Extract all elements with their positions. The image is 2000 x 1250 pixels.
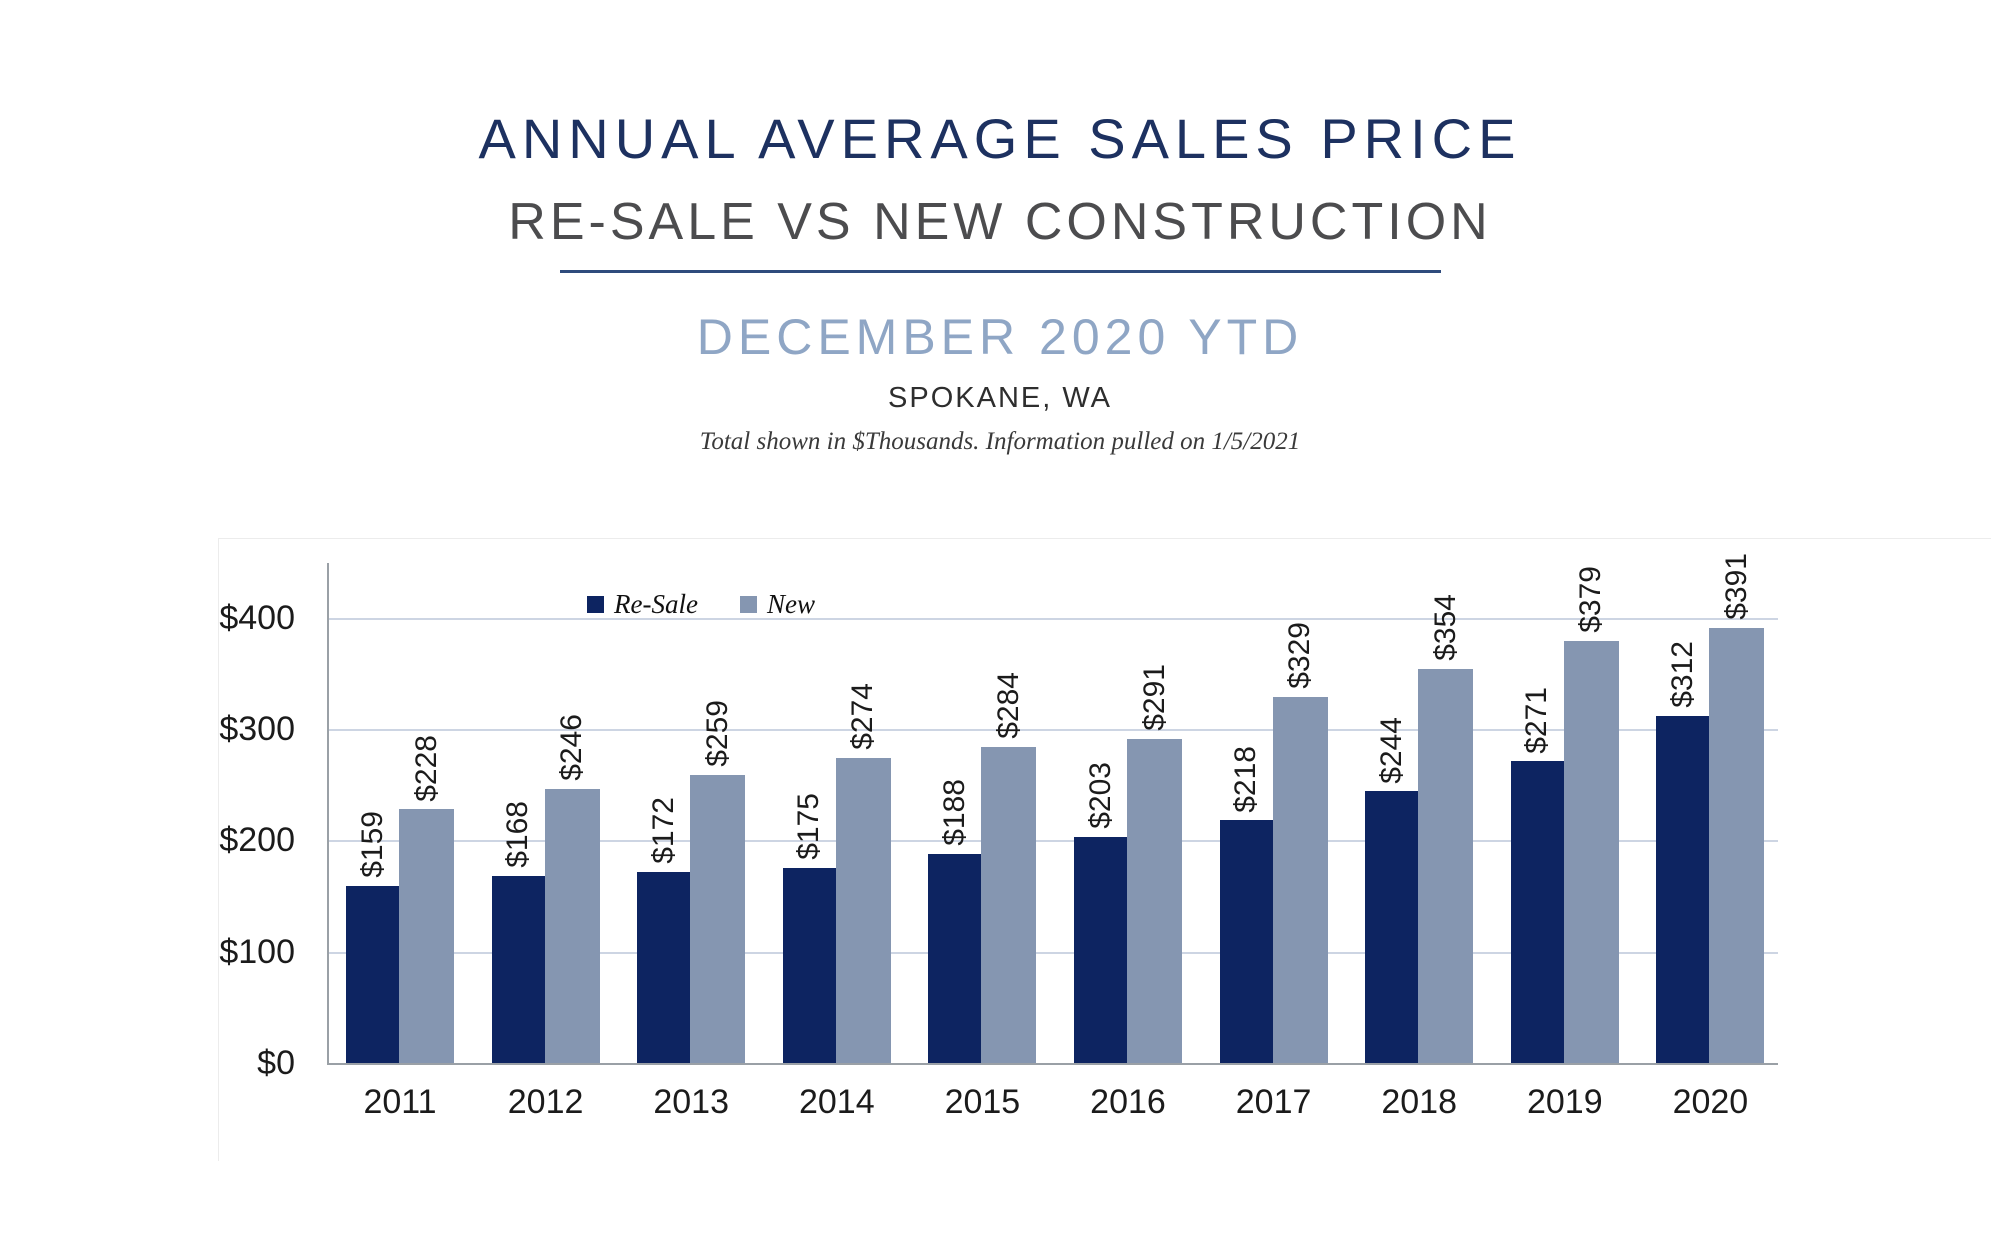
gridline-200 (329, 840, 1778, 843)
title-divider (560, 270, 1441, 273)
bar-resale-2013 (637, 871, 691, 1063)
x-axis-label-2019: 2019 (1526, 1083, 1603, 1121)
legend-swatch-new (739, 596, 757, 613)
bar-label-resale-2011: $159 (355, 811, 389, 879)
y-axis-label-400: $400 (219, 598, 295, 637)
x-axis-label-2018: 2018 (1381, 1083, 1457, 1121)
bar-label-resale-2013: $172 (646, 796, 680, 864)
bar-new-2012 (544, 789, 600, 1063)
y-axis-label-0: $0 (257, 1044, 295, 1082)
bar-resale-2018 (1365, 791, 1419, 1063)
y-axis-line (327, 563, 329, 1065)
report-period: DECEMBER 2020 YTD (696, 309, 1304, 365)
bar-label-new-2017: $329 (1283, 622, 1317, 689)
gridline-100 (329, 951, 1778, 954)
x-axis-label-2014: 2014 (798, 1083, 875, 1121)
bar-resale-2019 (1510, 761, 1564, 1063)
bar-resale-2017 (1219, 820, 1273, 1063)
bar-label-new-2013: $259 (700, 699, 734, 767)
x-axis-label-2017: 2017 (1235, 1083, 1312, 1121)
report-footnote: Total shown in $Thousands. Information p… (699, 428, 1301, 455)
chart-card-edge (218, 538, 1991, 1161)
bar-label-resale-2015: $188 (937, 779, 971, 846)
bar-chart: Re-Sale New $0 $100 $200 $300 $400 $159 $228 20… (219, 553, 1778, 1121)
page-subtitle: RE-SALE VS NEW CONSTRUCTION (508, 193, 1492, 251)
x-axis-label-2012: 2012 (507, 1083, 584, 1121)
bar-label-new-2011: $228 (409, 734, 443, 802)
y-axis-label-200: $200 (219, 821, 295, 860)
bar-new-2016 (1127, 739, 1182, 1063)
bar-resale-2015 (928, 853, 982, 1063)
legend-swatch-resale (587, 596, 604, 613)
bar-new-2017 (1272, 696, 1328, 1063)
y-axis-label-300: $300 (219, 710, 295, 749)
gridline-300 (329, 729, 1778, 732)
x-axis-label-2011: 2011 (363, 1083, 437, 1121)
bar-label-resale-2019: $271 (1520, 686, 1554, 754)
x-axis-label-2016: 2016 (1090, 1083, 1166, 1121)
x-axis-line (327, 1063, 1778, 1065)
legend-label-new: New (766, 589, 815, 619)
bar-new-2019 (1563, 641, 1619, 1063)
x-axis-label-2013: 2013 (653, 1083, 729, 1121)
bar-new-2014 (835, 758, 891, 1063)
bar-label-resale-2018: $244 (1374, 716, 1408, 784)
bar-resale-2012 (491, 876, 545, 1063)
x-axis-label-2020: 2020 (1672, 1083, 1749, 1121)
bar-label-new-2014: $274 (846, 683, 880, 751)
page-title: ANNUAL AVERAGE SALES PRICE (478, 107, 1522, 170)
bar-new-2015 (981, 746, 1037, 1063)
report-location: SPOKANE, WA (888, 382, 1112, 414)
bar-resale-2016 (1074, 837, 1127, 1063)
bar-resale-2020 (1656, 715, 1710, 1063)
bar-new-2013 (690, 774, 746, 1063)
bar-resale-2014 (782, 868, 836, 1063)
bar-label-new-2019: $379 (1574, 566, 1608, 634)
bar-resale-2011 (346, 886, 399, 1063)
bar-label-resale-2016: $203 (1083, 762, 1117, 830)
legend-label-resale: Re-Sale (614, 589, 698, 619)
x-axis-label-2015: 2015 (944, 1083, 1021, 1121)
bar-label-resale-2017: $218 (1229, 745, 1263, 813)
bar-new-2011 (399, 809, 454, 1063)
gridline-400 (329, 617, 1778, 620)
bar-new-2020 (1709, 627, 1765, 1063)
bar-label-new-2018: $354 (1428, 594, 1462, 661)
bar-label-new-2016: $291 (1137, 664, 1171, 732)
bar-label-resale-2014: $175 (792, 793, 826, 861)
bar-new-2018 (1418, 669, 1474, 1063)
bar-label-resale-2012: $168 (501, 801, 535, 869)
y-axis-label-100: $100 (219, 932, 295, 971)
bar-label-new-2015: $284 (991, 672, 1025, 739)
bar-label-resale-2020: $312 (1665, 641, 1699, 708)
bar-label-new-2020: $391 (1719, 553, 1753, 620)
bar-label-new-2012: $246 (555, 714, 589, 782)
chart-legend: Re-Sale New (587, 589, 815, 620)
